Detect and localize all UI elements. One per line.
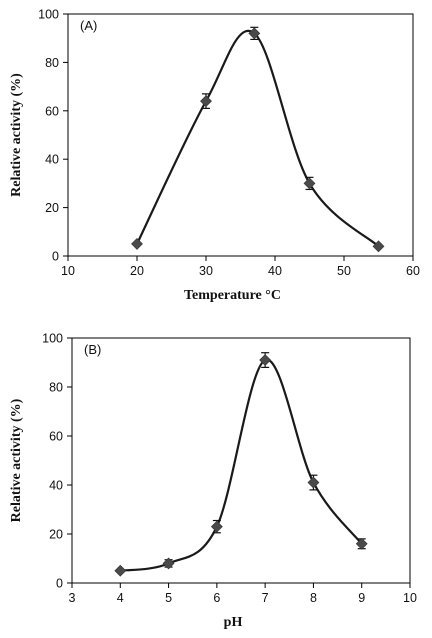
- x-tick-label: 5: [165, 591, 172, 605]
- y-tick-label: 60: [49, 430, 63, 444]
- plot-frame: [67, 13, 414, 257]
- x-axis-title: pH: [224, 615, 243, 630]
- y-tick-label: 0: [52, 250, 59, 264]
- y-tick-label: 40: [49, 479, 63, 493]
- x-tick-label: 4: [117, 591, 124, 605]
- y-tick-label: 80: [49, 381, 63, 395]
- data-point: [200, 95, 212, 108]
- y-tick-label: 20: [45, 201, 59, 215]
- x-tick-label: 50: [337, 264, 351, 278]
- chart-panel-a: 10 20 30 40 50 60 0 20 40 60 80 100 Temperature °C Re…: [9, 8, 420, 304]
- x-tick-label: 6: [213, 591, 220, 605]
- x-tick-label: 10: [403, 591, 417, 605]
- y-axis-title: Relative activity (%): [9, 398, 24, 522]
- data-point: [259, 354, 272, 366]
- panel-label: (A): [80, 18, 97, 33]
- plot-frame: [71, 337, 411, 584]
- data-point: [162, 557, 175, 570]
- x-tick-label: 30: [199, 264, 213, 278]
- data-point: [131, 237, 143, 250]
- data-point: [248, 27, 261, 40]
- x-tick-label: 40: [268, 264, 282, 278]
- data-point: [372, 240, 385, 253]
- x-tick-label: 60: [406, 264, 420, 278]
- series-curve: [136, 29, 380, 248]
- y-tick-label: 80: [45, 56, 59, 70]
- x-tick-label: 20: [130, 264, 144, 278]
- x-tick-label: 10: [61, 264, 75, 278]
- y-tick-label: 40: [45, 153, 59, 167]
- x-tick-label: 8: [310, 591, 317, 605]
- data-point: [114, 564, 127, 577]
- x-tick-label: 7: [262, 591, 269, 605]
- y-tick-label: 100: [42, 332, 63, 346]
- y-tick-label: 0: [56, 577, 63, 591]
- data-point: [210, 520, 223, 533]
- series-curve: [120, 358, 363, 572]
- data-point: [355, 537, 368, 550]
- data-point: [303, 177, 316, 190]
- x-tick-label: 3: [69, 591, 76, 605]
- x-tick-label: 9: [358, 591, 365, 605]
- y-tick-label: 60: [45, 104, 59, 118]
- panel-label: (B): [84, 342, 101, 357]
- y-tick-label: 100: [38, 8, 59, 22]
- y-tick-label: 20: [49, 528, 63, 542]
- x-axis-title: Temperature °C: [184, 288, 281, 303]
- data-point: [307, 476, 320, 489]
- y-axis-title: Relative activity (%): [9, 73, 24, 197]
